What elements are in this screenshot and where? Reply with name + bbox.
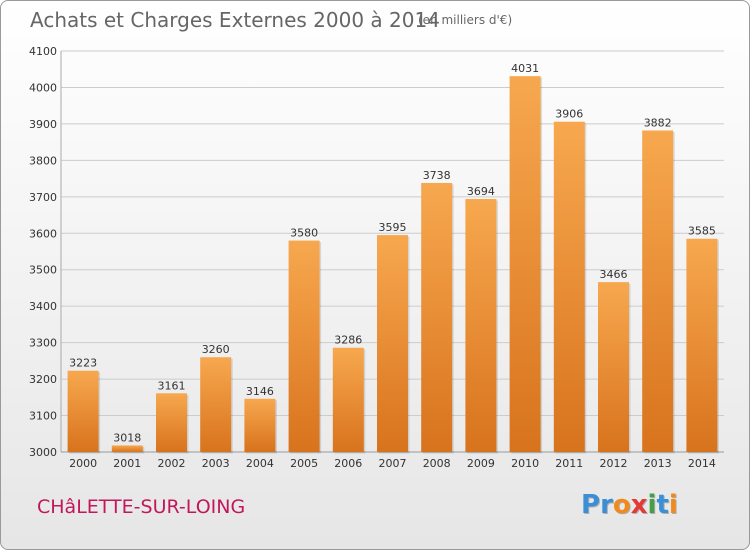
data-label: 3906 (555, 108, 583, 121)
bar (67, 370, 99, 452)
data-label: 3882 (644, 116, 672, 129)
data-label: 3580 (290, 227, 318, 240)
x-tick-label: 2010 (511, 457, 539, 470)
logo-letter: x (630, 490, 648, 520)
y-axis-ticks: 3000 3100 3200 3300 3400 3500 3600 3700 3800 3900… (29, 45, 57, 459)
data-label: 3738 (423, 169, 451, 182)
bar (642, 130, 674, 453)
y-tick-label: 3200 (29, 373, 57, 386)
data-label: 3694 (467, 185, 495, 198)
y-tick-label: 3100 (29, 410, 57, 423)
x-tick-label: 2008 (423, 457, 451, 470)
logo-letter: i (647, 490, 657, 520)
x-tick-label: 2007 (379, 457, 407, 470)
data-label: 3260 (202, 343, 230, 356)
x-tick-label: 2013 (644, 457, 672, 470)
x-tick-label: 2012 (600, 457, 628, 470)
y-tick-label: 3500 (29, 264, 57, 277)
logo-letter: P (581, 490, 601, 520)
chart-subtitle: (en milliers d'€) (418, 13, 513, 27)
bar (111, 445, 143, 452)
chart-title: Achats et Charges Externes 2000 à 2014 (30, 8, 440, 32)
data-label: 3146 (246, 385, 274, 398)
bar (509, 76, 541, 453)
bar (553, 121, 585, 453)
data-label: 4031 (511, 62, 539, 75)
x-tick-label: 2002 (158, 457, 186, 470)
x-tick-label: 2014 (688, 457, 716, 470)
bar (288, 240, 320, 452)
logo-letter: o (612, 490, 631, 520)
logo-letter: i (668, 490, 678, 520)
y-tick-label: 3300 (29, 337, 57, 350)
data-label: 3466 (600, 268, 628, 281)
town-name: CHâLETTE-SUR-LOING (37, 496, 246, 518)
bar (686, 238, 718, 452)
y-tick-label: 3000 (29, 446, 57, 459)
y-tick-label: 3600 (29, 227, 57, 240)
x-tick-label: 2001 (113, 457, 141, 470)
x-tick-label: 2003 (202, 457, 230, 470)
y-tick-label: 3900 (29, 118, 57, 131)
bar (244, 398, 276, 452)
x-tick-label: 2000 (69, 457, 97, 470)
bar (598, 282, 629, 452)
x-tick-label: 2005 (290, 457, 318, 470)
logo-letter: t (656, 490, 669, 520)
data-label: 3161 (158, 379, 186, 392)
logo-letter: r (600, 490, 613, 520)
bar (421, 182, 453, 452)
data-label: 3223 (69, 357, 97, 370)
y-tick-label: 3700 (29, 191, 57, 204)
bar (465, 199, 497, 452)
proxiti-logo: Proxiti (581, 490, 678, 520)
y-tick-label: 4100 (29, 45, 57, 58)
y-tick-label: 4000 (29, 81, 57, 94)
y-tick-label: 3800 (29, 154, 57, 167)
x-tick-label: 2009 (467, 457, 495, 470)
bar (156, 393, 187, 452)
data-label: 3595 (379, 221, 407, 234)
x-tick-label: 2004 (246, 457, 274, 470)
bar (377, 235, 408, 452)
data-label: 3018 (113, 431, 141, 444)
bar (200, 357, 232, 452)
x-tick-label: 2006 (334, 457, 362, 470)
bar (332, 347, 364, 452)
data-label: 3286 (334, 334, 362, 347)
data-labels: 3223 3018 3161 3260 3146 3580 3286 3595 3738 3694… (69, 62, 716, 444)
x-axis-ticks: 2000 2001 2002 2003 2004 2005 2006 2007 2008 2009… (69, 457, 716, 470)
data-label: 3585 (688, 225, 716, 238)
x-tick-label: 2011 (555, 457, 583, 470)
bars (67, 76, 719, 454)
y-tick-label: 3400 (29, 300, 57, 313)
